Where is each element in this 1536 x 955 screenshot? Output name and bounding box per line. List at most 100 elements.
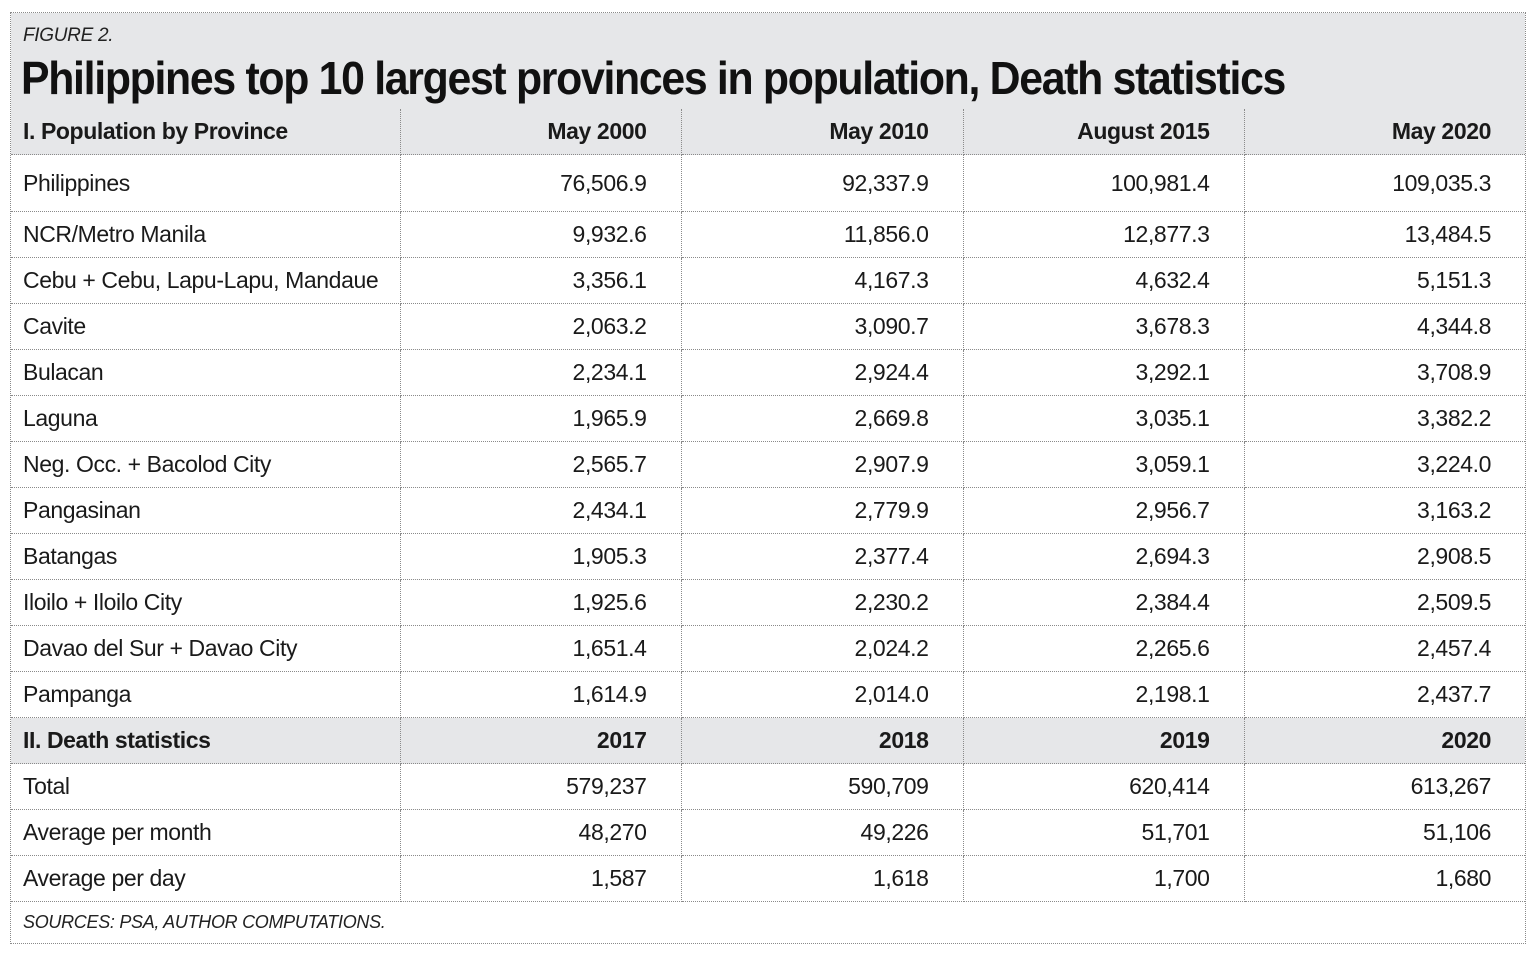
table-cell: 2,434.1 xyxy=(400,487,682,534)
table-cell: 100,981.4 xyxy=(963,154,1245,212)
table-cell: 92,337.9 xyxy=(681,154,964,212)
figure-panel: FIGURE 2. Philippines top 10 largest pro… xyxy=(10,12,1526,944)
table-row: Cavite 2,063.2 3,090.7 3,678.3 4,344.8 xyxy=(11,303,1525,350)
table-cell: 2,265.6 xyxy=(963,625,1245,672)
table-cell: 3,292.1 xyxy=(963,349,1245,396)
column-header: May 2000 xyxy=(400,109,682,155)
table-cell: 2,779.9 xyxy=(681,487,964,534)
table-cell: 1,925.6 xyxy=(400,579,682,626)
table-cell: 51,106 xyxy=(1244,809,1525,856)
column-header: 2020 xyxy=(1244,717,1525,764)
table-row: Pampanga 1,614.9 2,014.0 2,198.1 2,437.7 xyxy=(11,671,1525,718)
table-row: Neg. Occ. + Bacolod City 2,565.7 2,907.9 3,… xyxy=(11,441,1525,488)
row-label: Pampanga xyxy=(11,671,401,718)
row-label: Average per month xyxy=(11,809,401,856)
row-label: Davao del Sur + Davao City xyxy=(11,625,401,672)
table-row: Average per month 48,270 49,226 51,701 51,10… xyxy=(11,809,1525,856)
table-cell: 11,856.0 xyxy=(681,211,964,258)
table-row: NCR/Metro Manila 9,932.6 11,856.0 12,877.3 1… xyxy=(11,211,1525,258)
table-cell: 590,709 xyxy=(681,763,964,810)
table-cell: 2,908.5 xyxy=(1244,533,1525,580)
table-cell: 1,965.9 xyxy=(400,395,682,442)
table-row: Philippines 76,506.9 92,337.9 100,981.4 109,… xyxy=(11,154,1525,212)
figure-header: FIGURE 2. Philippines top 10 largest pro… xyxy=(11,13,1525,109)
table-cell: 2,014.0 xyxy=(681,671,964,718)
figure-title: Philippines top 10 largest provinces in … xyxy=(21,52,1286,104)
table-cell: 2,384.4 xyxy=(963,579,1245,626)
table-cell: 1,680 xyxy=(1244,855,1525,902)
table-row: Cebu + Cebu, Lapu-Lapu, Mandaue 3,356.1 4,… xyxy=(11,257,1525,304)
row-label: NCR/Metro Manila xyxy=(11,211,401,258)
column-header: August 2015 xyxy=(963,109,1245,155)
column-header: May 2020 xyxy=(1244,109,1525,155)
row-label: Iloilo + Iloilo City xyxy=(11,579,401,626)
table-cell: 2,234.1 xyxy=(400,349,682,396)
section-header-row: II. Death statistics 2017 2018 2019 2020 xyxy=(11,717,1525,764)
column-header: 2019 xyxy=(963,717,1245,764)
table-cell: 5,151.3 xyxy=(1244,257,1525,304)
sources-note: SOURCES: PSA, AUTHOR COMPUTATIONS. xyxy=(23,912,386,932)
section-title: I. Population by Province xyxy=(11,109,401,155)
table-cell: 2,509.5 xyxy=(1244,579,1525,626)
row-label: Total xyxy=(11,763,401,810)
table-row: Batangas 1,905.3 2,377.4 2,694.3 2,908.5 xyxy=(11,533,1525,580)
row-label: Laguna xyxy=(11,395,401,442)
table-cell: 3,035.1 xyxy=(963,395,1245,442)
row-label: Bulacan xyxy=(11,349,401,396)
table-cell: 12,877.3 xyxy=(963,211,1245,258)
table-cell: 1,651.4 xyxy=(400,625,682,672)
row-label: Batangas xyxy=(11,533,401,580)
section-header-row: I. Population by Province May 2000 May 201… xyxy=(11,109,1525,155)
table-cell: 3,090.7 xyxy=(681,303,964,350)
table-cell: 4,167.3 xyxy=(681,257,964,304)
table-row: Average per day 1,587 1,618 1,700 1,680 xyxy=(11,855,1525,902)
table-cell: 1,614.9 xyxy=(400,671,682,718)
table-cell: 620,414 xyxy=(963,763,1245,810)
table-cell: 2,024.2 xyxy=(681,625,964,672)
figure-label: FIGURE 2. xyxy=(23,25,114,46)
row-label: Philippines xyxy=(11,154,401,212)
table-cell: 1,905.3 xyxy=(400,533,682,580)
table-cell: 4,344.8 xyxy=(1244,303,1525,350)
column-header: 2017 xyxy=(400,717,682,764)
section-title: II. Death statistics xyxy=(11,717,401,764)
table-cell: 3,163.2 xyxy=(1244,487,1525,534)
table-cell: 2,377.4 xyxy=(681,533,964,580)
table-cell: 3,678.3 xyxy=(963,303,1245,350)
table-cell: 2,198.1 xyxy=(963,671,1245,718)
table-cell: 2,907.9 xyxy=(681,441,964,488)
table-cell: 76,506.9 xyxy=(400,154,682,212)
row-label: Neg. Occ. + Bacolod City xyxy=(11,441,401,488)
table-cell: 49,226 xyxy=(681,809,964,856)
table-cell: 2,694.3 xyxy=(963,533,1245,580)
table-cell: 2,669.8 xyxy=(681,395,964,442)
table-cell: 2,924.4 xyxy=(681,349,964,396)
row-label: Cebu + Cebu, Lapu-Lapu, Mandaue xyxy=(11,257,401,304)
table-row: Iloilo + Iloilo City 1,925.6 2,230.2 2,384.… xyxy=(11,579,1525,626)
row-label: Pangasinan xyxy=(11,487,401,534)
table-cell: 1,700 xyxy=(963,855,1245,902)
column-header: 2018 xyxy=(681,717,964,764)
table-row: Pangasinan 2,434.1 2,779.9 2,956.7 3,163.2 xyxy=(11,487,1525,534)
table-row: Laguna 1,965.9 2,669.8 3,035.1 3,382.2 xyxy=(11,395,1525,442)
table-cell: 3,356.1 xyxy=(400,257,682,304)
table-cell: 3,224.0 xyxy=(1244,441,1525,488)
table-cell: 13,484.5 xyxy=(1244,211,1525,258)
data-table: I. Population by Province May 2000 May 201… xyxy=(11,109,1525,902)
table-cell: 48,270 xyxy=(400,809,682,856)
table-cell: 3,708.9 xyxy=(1244,349,1525,396)
table-cell: 3,059.1 xyxy=(963,441,1245,488)
table-cell: 2,565.7 xyxy=(400,441,682,488)
table-row: Total 579,237 590,709 620,414 613,267 xyxy=(11,763,1525,810)
table-cell: 579,237 xyxy=(400,763,682,810)
table-cell: 9,932.6 xyxy=(400,211,682,258)
table-cell: 613,267 xyxy=(1244,763,1525,810)
row-label: Cavite xyxy=(11,303,401,350)
table-cell: 2,956.7 xyxy=(963,487,1245,534)
table-row: Bulacan 2,234.1 2,924.4 3,292.1 3,708.9 xyxy=(11,349,1525,396)
table-cell: 2,457.4 xyxy=(1244,625,1525,672)
table-cell: 4,632.4 xyxy=(963,257,1245,304)
table-cell: 2,063.2 xyxy=(400,303,682,350)
table-row: Davao del Sur + Davao City 1,651.4 2,024.2… xyxy=(11,625,1525,672)
column-header: May 2010 xyxy=(681,109,964,155)
